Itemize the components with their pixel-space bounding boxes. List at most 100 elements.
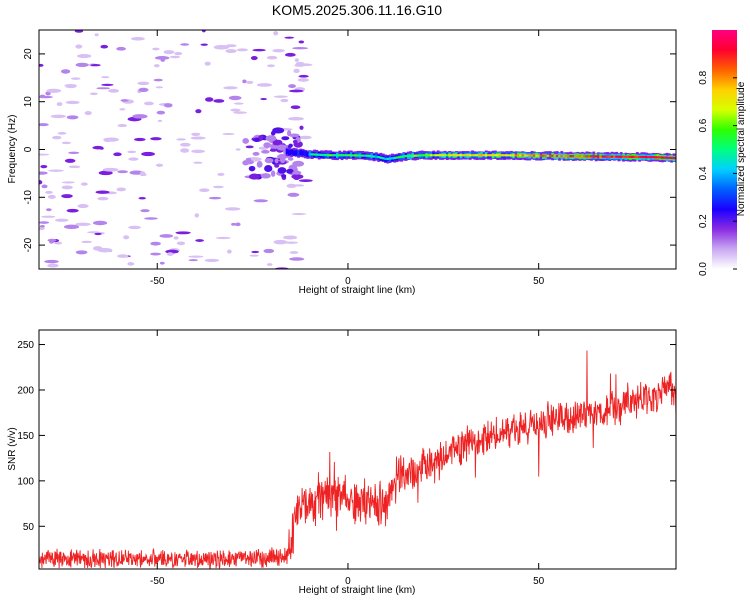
colorbar-axis: 0.0 0.2 0.4 0.6 0.8 (698, 70, 737, 276)
track-core-cell (329, 154, 333, 157)
track-core-cell (436, 154, 440, 157)
track-core-cell (603, 155, 607, 158)
noise-blob (233, 102, 244, 105)
noise-blob (260, 173, 271, 179)
track-core-cell (379, 156, 383, 159)
track-core-cell (345, 154, 349, 157)
noise-blob (138, 87, 149, 92)
noise-blob (63, 224, 80, 230)
track-core-cell (569, 155, 573, 158)
noise-blob (292, 47, 308, 50)
track-core-cell (310, 153, 314, 156)
noise-blob (263, 248, 275, 254)
track-core-cell (363, 154, 367, 157)
noise-blob (116, 187, 127, 192)
track-core-cell (601, 155, 605, 158)
noise-blob (299, 135, 312, 140)
track-core-cell (642, 155, 646, 159)
noise-blob (288, 89, 304, 93)
heatmap-noise-layer (39, 30, 313, 269)
noise-blob (213, 99, 225, 103)
track-core-cell (610, 155, 614, 158)
noise-blob (137, 81, 150, 86)
x-tick-label: 0 (345, 276, 351, 287)
noise-blob (52, 135, 62, 140)
track-core-cell (553, 154, 557, 158)
noise-blob (61, 141, 71, 145)
noise-blob (159, 261, 165, 265)
noise-blob (249, 254, 259, 257)
noise-blob (286, 168, 294, 174)
noise-blob (293, 68, 300, 73)
track-core-cell (320, 153, 323, 156)
noise-blob (180, 148, 190, 153)
track-core-cell (340, 154, 344, 157)
track-core-cell (352, 154, 355, 157)
noise-blob (75, 44, 83, 49)
track-core-cell (471, 154, 474, 157)
track-core-cell (580, 155, 584, 158)
track-core-cell (510, 154, 513, 157)
track-core-cell (322, 153, 326, 157)
track-core-cell (384, 157, 387, 160)
track-core-cell (606, 155, 609, 158)
track-core-cell (667, 156, 671, 159)
noise-blob (269, 148, 277, 152)
noise-blob (291, 213, 307, 216)
noise-blob (87, 231, 101, 234)
heatmap-track-layer (285, 147, 676, 164)
track-core-cell (439, 154, 442, 157)
noise-blob (61, 194, 73, 199)
noise-blob (260, 97, 268, 101)
noise-blob (139, 173, 147, 177)
colorbar-tick-label: 0.8 (698, 70, 709, 84)
noise-blob (39, 94, 46, 99)
track-core-cell (622, 155, 625, 158)
track-core-cell (491, 154, 495, 157)
track-core-cell (672, 156, 676, 160)
noise-blob (55, 218, 69, 222)
noise-blob (150, 137, 162, 141)
track-core-cell (416, 154, 419, 157)
track-core-cell (400, 155, 403, 158)
track-core-cell (564, 154, 568, 158)
noise-blob (45, 190, 53, 194)
track-core-cell (498, 154, 502, 157)
track-core-cell (663, 156, 667, 159)
noise-blob (263, 142, 272, 149)
noise-blob (267, 64, 275, 68)
noise-blob (287, 192, 300, 197)
track-core-cell (574, 155, 577, 158)
track-core-cell (461, 154, 465, 157)
noise-blob (176, 138, 186, 141)
track-core-cell (562, 154, 566, 158)
track-core-cell (423, 154, 426, 157)
noise-blob (193, 161, 203, 164)
track-core-cell (619, 155, 623, 158)
figure-title: KOM5.2025.306.11.16.G10 (272, 2, 442, 18)
colorbar-tick-label: 0.4 (698, 166, 709, 180)
noise-blob (272, 48, 285, 53)
track-core-cell (583, 155, 587, 158)
track-core-cell (613, 155, 616, 158)
track-core-cell (427, 154, 431, 157)
track-core-cell (592, 155, 596, 158)
noise-blob (66, 208, 79, 213)
track-core-cell (395, 156, 399, 159)
noise-blob (248, 165, 256, 172)
noise-blob (128, 157, 139, 161)
noise-blob (44, 259, 59, 264)
track-core-cell (402, 155, 406, 158)
noise-blob (289, 251, 299, 254)
noise-blob (103, 137, 119, 142)
noise-blob (94, 232, 102, 236)
track-core-cell (649, 156, 653, 159)
noise-blob (298, 179, 313, 182)
track-core-cell (523, 154, 527, 157)
noise-blob (41, 215, 56, 218)
noise-blob (243, 159, 254, 165)
noise-blob (120, 99, 129, 102)
track-core-cell (475, 154, 479, 157)
track-core-cell (576, 155, 580, 158)
track-core-cell (514, 154, 518, 157)
